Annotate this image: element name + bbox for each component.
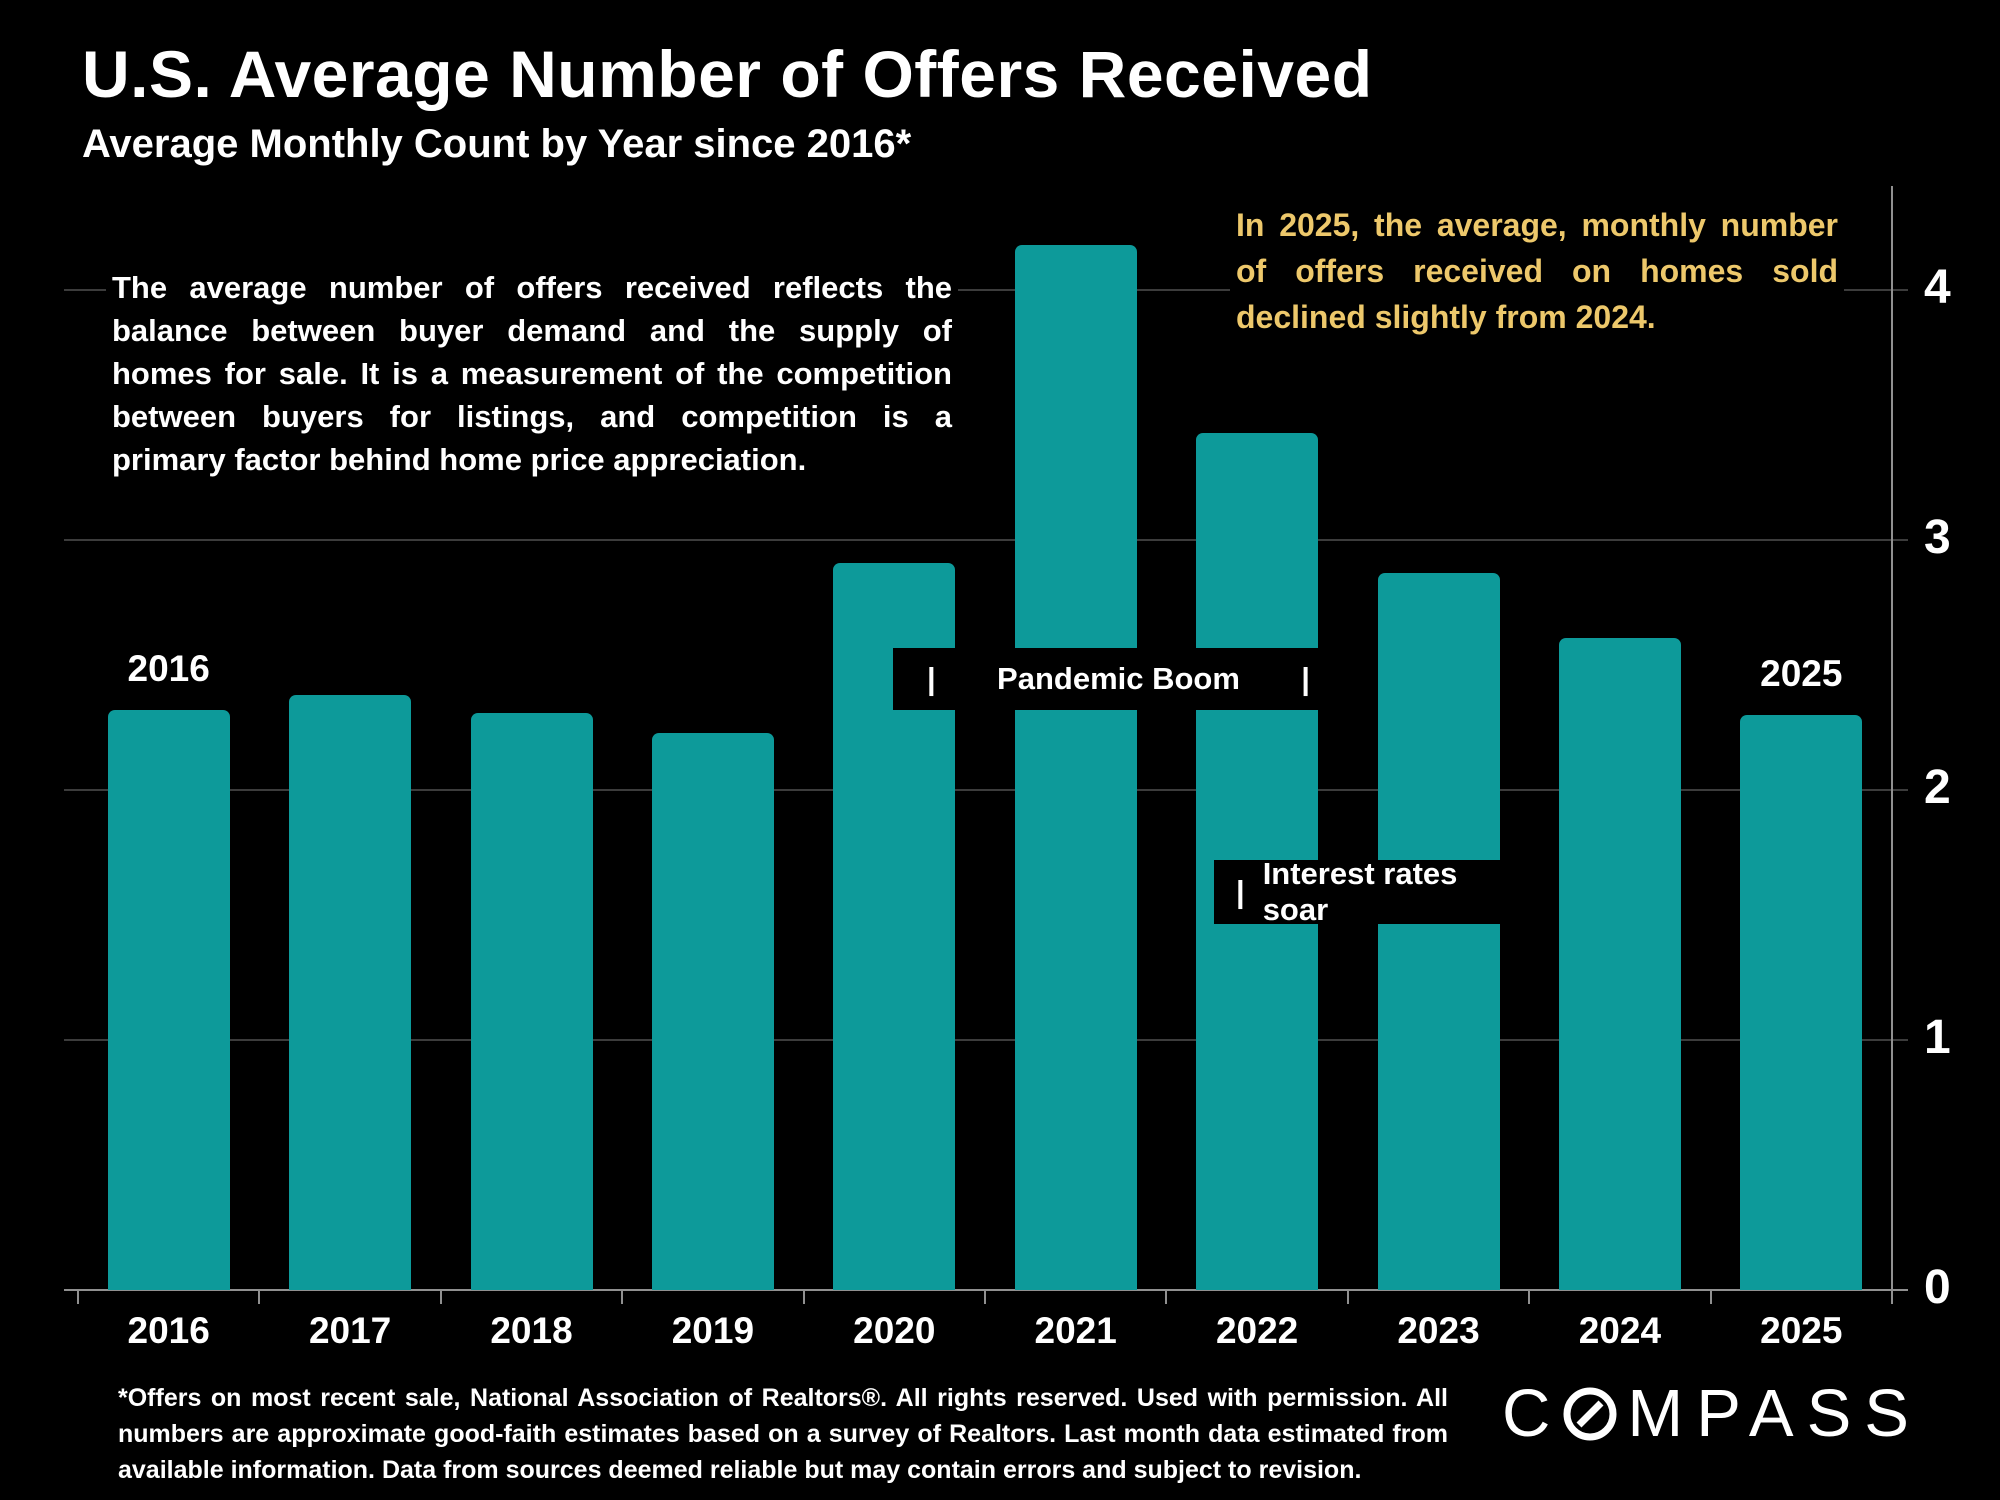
- x-axis-tick: [1165, 1290, 1168, 1304]
- y-tick-label-3: 3: [1924, 511, 1951, 564]
- x-axis-line: [64, 1289, 1908, 1291]
- bar-2019: [651, 732, 774, 1290]
- gridline-2: [64, 789, 1908, 791]
- bar-2021: [1014, 245, 1137, 1290]
- pipe-marker-left: |: [927, 661, 936, 696]
- x-tick-label-2023: 2023: [1397, 1310, 1480, 1351]
- bar-2025: [1740, 715, 1863, 1290]
- pipe-marker: |: [1236, 874, 1245, 909]
- x-axis-tick: [621, 1290, 624, 1304]
- gridline-3: [64, 539, 1908, 541]
- x-tick-label-2020: 2020: [853, 1310, 936, 1351]
- y-tick-label-0: 0: [1924, 1261, 1951, 1314]
- page-title: U.S. Average Number of Offers Received: [82, 37, 1373, 111]
- bar-2017: [289, 695, 412, 1290]
- logo-letter-c: C: [1502, 1376, 1564, 1451]
- x-tick-label-2016: 2016: [127, 1310, 210, 1351]
- bar-2024: [1558, 637, 1681, 1290]
- highlight-callout: In 2025, the average, monthly number of …: [1230, 198, 1844, 344]
- x-axis-tick: [1346, 1290, 1349, 1304]
- compass-o-icon: [1563, 1387, 1617, 1441]
- logo-letters-mpass: MPASS: [1627, 1376, 1922, 1451]
- x-tick-label-2024: 2024: [1578, 1310, 1662, 1351]
- description-paragraph: The average number of offers received re…: [106, 262, 958, 485]
- bar-2016: [107, 710, 230, 1290]
- y-tick-label-1: 1: [1924, 1011, 1951, 1064]
- bar-2018: [470, 712, 593, 1290]
- annotation-interest-rates-label: Interest rates soar: [1262, 856, 1458, 927]
- x-axis-tick: [77, 1290, 79, 1304]
- x-tick-label-2018: 2018: [490, 1310, 573, 1351]
- bar-top-label-2025: 2025: [1760, 653, 1843, 694]
- x-tick-label-2022: 2022: [1215, 1310, 1299, 1351]
- footnote: *Offers on most recent sale, National As…: [118, 1384, 1448, 1484]
- x-axis-tick: [1528, 1290, 1531, 1304]
- x-axis-tick: [984, 1290, 986, 1304]
- x-axis-tick: [1891, 1290, 1893, 1304]
- x-axis-tick: [802, 1290, 805, 1304]
- annotation-pandemic-boom-label: Pandemic Boom: [997, 661, 1240, 696]
- gridline-1: [64, 1039, 1908, 1041]
- gridline-4: [64, 289, 1908, 291]
- x-axis-tick: [1709, 1290, 1712, 1304]
- y-axis-line: [1891, 186, 1893, 1300]
- x-axis-tick: [258, 1290, 261, 1304]
- bar-2023: [1377, 572, 1500, 1290]
- page-subtitle: Average Monthly Count by Year since 2016…: [82, 122, 912, 166]
- x-tick-label-2021: 2021: [1034, 1310, 1117, 1351]
- compass-logo: C MPASS: [1502, 1376, 1922, 1451]
- annotation-interest-rates: | Interest rates soar: [1214, 856, 1528, 927]
- annotation-pandemic-boom: | Pandemic Boom |: [893, 648, 1344, 710]
- x-tick-label-2025: 2025: [1760, 1310, 1843, 1351]
- y-tick-label-4: 4: [1924, 261, 1951, 314]
- bar-top-label-2016: 2016: [127, 648, 210, 689]
- x-axis-tick: [439, 1290, 442, 1304]
- y-tick-label-2: 2: [1924, 761, 1951, 814]
- x-tick-label-2017: 2017: [308, 1310, 392, 1351]
- x-tick-label-2019: 2019: [671, 1310, 755, 1351]
- pipe-marker-right: |: [1301, 661, 1310, 696]
